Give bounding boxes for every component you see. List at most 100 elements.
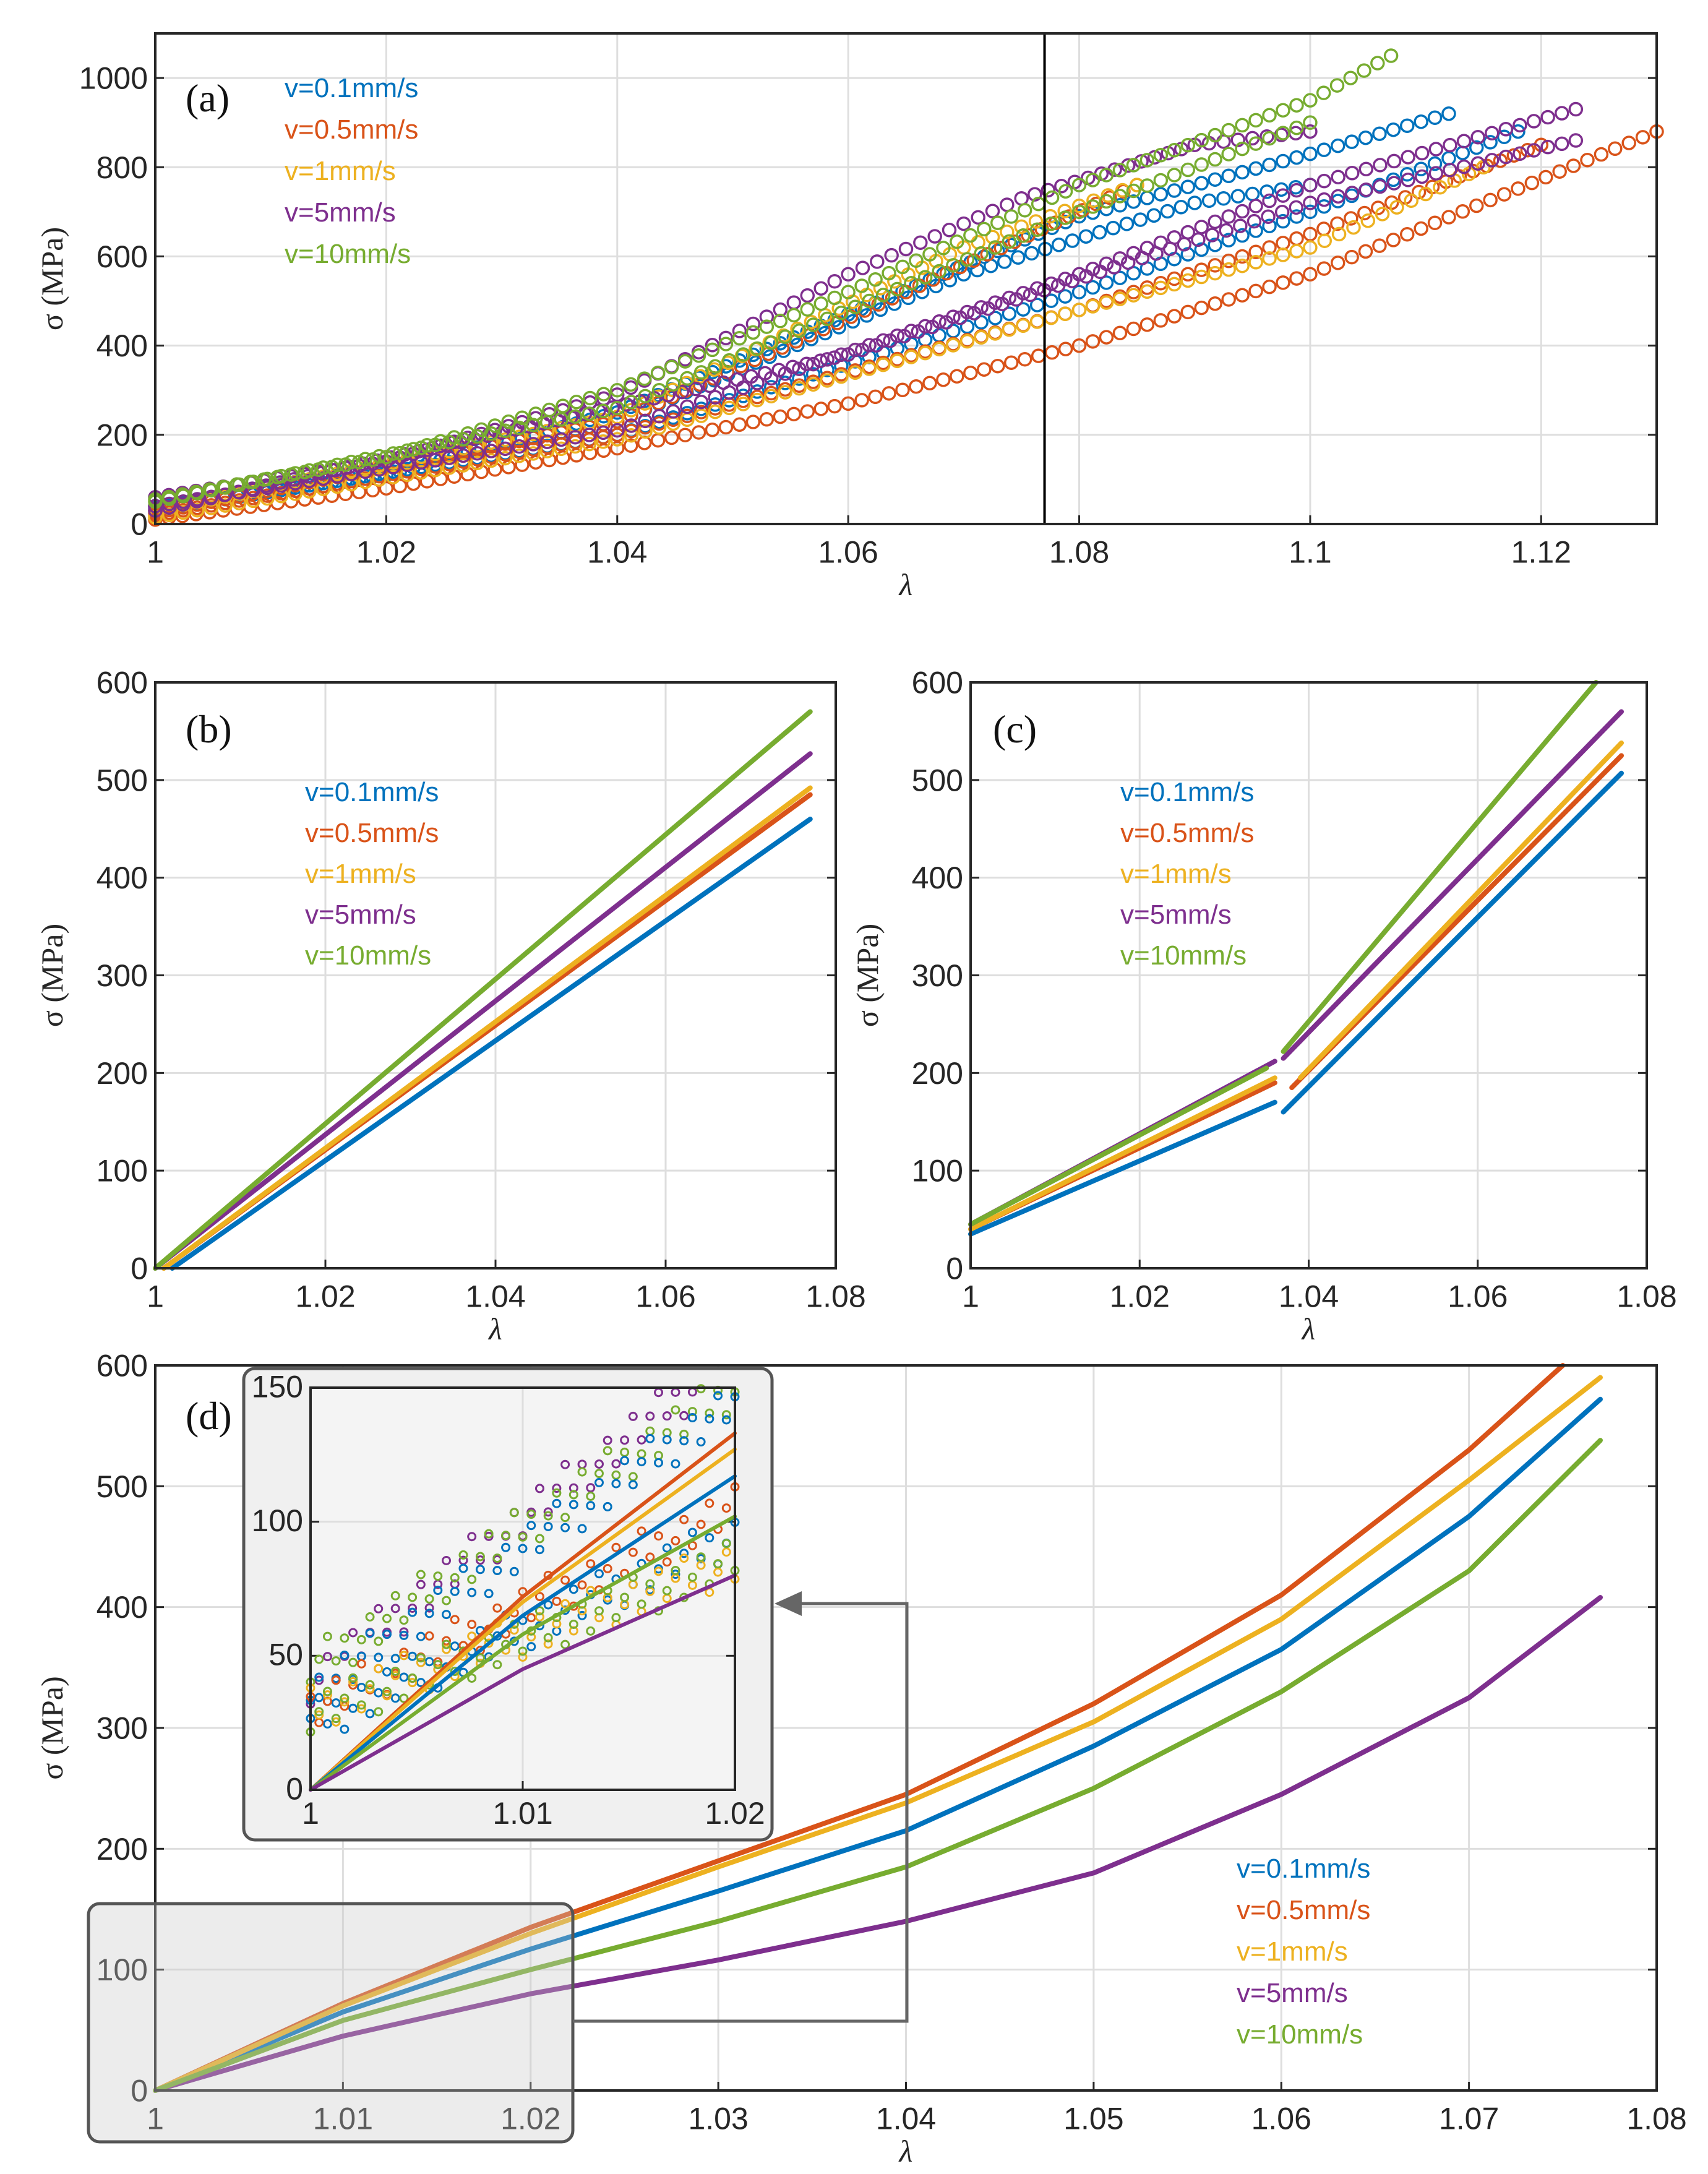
data-point bbox=[693, 365, 709, 380]
inset-data-point bbox=[356, 1659, 366, 1669]
inset-data-point bbox=[679, 1514, 689, 1524]
y-tick-label: 1000 bbox=[79, 61, 148, 96]
data-point bbox=[971, 210, 985, 225]
data-point bbox=[820, 363, 835, 377]
data-point bbox=[497, 441, 513, 457]
x-tick-label: 1.04 bbox=[876, 2102, 936, 2136]
data-point bbox=[1058, 184, 1073, 199]
data-point bbox=[161, 500, 177, 515]
inset-data-point bbox=[501, 1542, 511, 1552]
data-point bbox=[1177, 237, 1192, 252]
data-point bbox=[950, 234, 964, 249]
data-point bbox=[1427, 215, 1443, 230]
y-tick-label: 100 bbox=[97, 1154, 148, 1188]
x-tick-label: 1.01 bbox=[313, 2102, 373, 2136]
inset-data-point bbox=[687, 1407, 697, 1417]
data-point bbox=[1126, 183, 1141, 199]
inset-data-point bbox=[713, 1391, 723, 1401]
y-tick-label: 0 bbox=[131, 507, 148, 542]
data-point bbox=[470, 445, 485, 461]
data-point bbox=[1167, 142, 1182, 158]
y-tick-label: 100 bbox=[97, 1953, 148, 1987]
data-point bbox=[385, 446, 401, 461]
y-tick-label: 600 bbox=[97, 239, 148, 274]
data-point bbox=[904, 350, 919, 364]
data-point bbox=[1331, 170, 1345, 184]
data-point bbox=[1194, 269, 1209, 285]
y-tick-label: 0 bbox=[131, 1252, 148, 1286]
data-point bbox=[442, 434, 457, 450]
data-point bbox=[799, 356, 814, 371]
data-point bbox=[942, 273, 958, 288]
data-point bbox=[315, 460, 331, 475]
inset-data-point bbox=[356, 1700, 366, 1710]
data-point bbox=[1399, 118, 1415, 133]
data-point bbox=[1433, 179, 1448, 195]
x-tick-label: 1.02 bbox=[1110, 1279, 1170, 1314]
data-point bbox=[1317, 233, 1332, 248]
axes-frame bbox=[969, 681, 1648, 1270]
data-point bbox=[677, 354, 693, 369]
inset-data-point bbox=[416, 1653, 426, 1663]
inset-data-point bbox=[687, 1413, 697, 1423]
data-point bbox=[759, 412, 775, 427]
data-point bbox=[1089, 196, 1104, 212]
data-point bbox=[963, 228, 978, 243]
data-point bbox=[1511, 181, 1526, 196]
inset-data-point bbox=[569, 1490, 578, 1500]
inset-data-point bbox=[374, 1636, 384, 1646]
inset-data-point bbox=[399, 1693, 409, 1703]
data-point bbox=[1552, 164, 1567, 179]
data-point bbox=[895, 259, 910, 275]
data-point bbox=[1112, 163, 1128, 178]
series-line bbox=[170, 816, 813, 1271]
data-point bbox=[666, 412, 681, 427]
x-tick-label: 1.12 bbox=[1511, 535, 1571, 570]
data-point bbox=[1085, 334, 1101, 349]
data-point bbox=[1316, 261, 1332, 276]
inset-data-point bbox=[416, 1678, 426, 1688]
data-point bbox=[959, 252, 975, 267]
inset-data-point bbox=[467, 1673, 477, 1683]
data-point bbox=[792, 361, 807, 376]
data-point bbox=[1126, 321, 1141, 337]
inset-data-point bbox=[586, 1483, 596, 1493]
legend-entry: v=1mm/s bbox=[1120, 859, 1232, 889]
data-point bbox=[895, 382, 910, 398]
data-point bbox=[763, 380, 779, 395]
data-point bbox=[1204, 228, 1220, 243]
inset-data-point bbox=[611, 1479, 621, 1489]
inset-data-point bbox=[594, 1477, 604, 1487]
data-point bbox=[581, 427, 597, 442]
y-tick-label: 200 bbox=[912, 1056, 963, 1091]
data-point bbox=[1208, 296, 1222, 311]
data-point bbox=[1289, 200, 1304, 215]
data-point bbox=[883, 333, 898, 348]
data-point bbox=[759, 309, 775, 324]
inset-data-point bbox=[467, 1588, 477, 1597]
series-line bbox=[968, 1075, 1277, 1232]
inset-data-point bbox=[560, 1599, 570, 1609]
data-point bbox=[977, 362, 992, 377]
inset-data-point bbox=[408, 1592, 418, 1602]
data-point bbox=[1262, 157, 1277, 173]
data-point bbox=[1235, 204, 1250, 219]
data-point bbox=[1058, 289, 1073, 304]
inset-data-point bbox=[348, 1677, 358, 1686]
data-point bbox=[1112, 198, 1128, 213]
data-point bbox=[1085, 173, 1101, 187]
data-point bbox=[1303, 146, 1318, 161]
data-point bbox=[1276, 275, 1290, 290]
data-point bbox=[447, 434, 461, 450]
inset-data-point bbox=[560, 1639, 570, 1649]
inset-data-point bbox=[442, 1639, 452, 1649]
data-point bbox=[581, 406, 597, 421]
data-point bbox=[1194, 300, 1209, 316]
x-axis-label: λ bbox=[1301, 1312, 1316, 1346]
data-point bbox=[1289, 244, 1304, 259]
x-tick-label: 1 bbox=[147, 535, 164, 570]
data-point bbox=[946, 258, 961, 273]
data-point bbox=[1017, 351, 1032, 367]
data-point bbox=[974, 246, 989, 261]
series-line bbox=[1281, 680, 1599, 1054]
